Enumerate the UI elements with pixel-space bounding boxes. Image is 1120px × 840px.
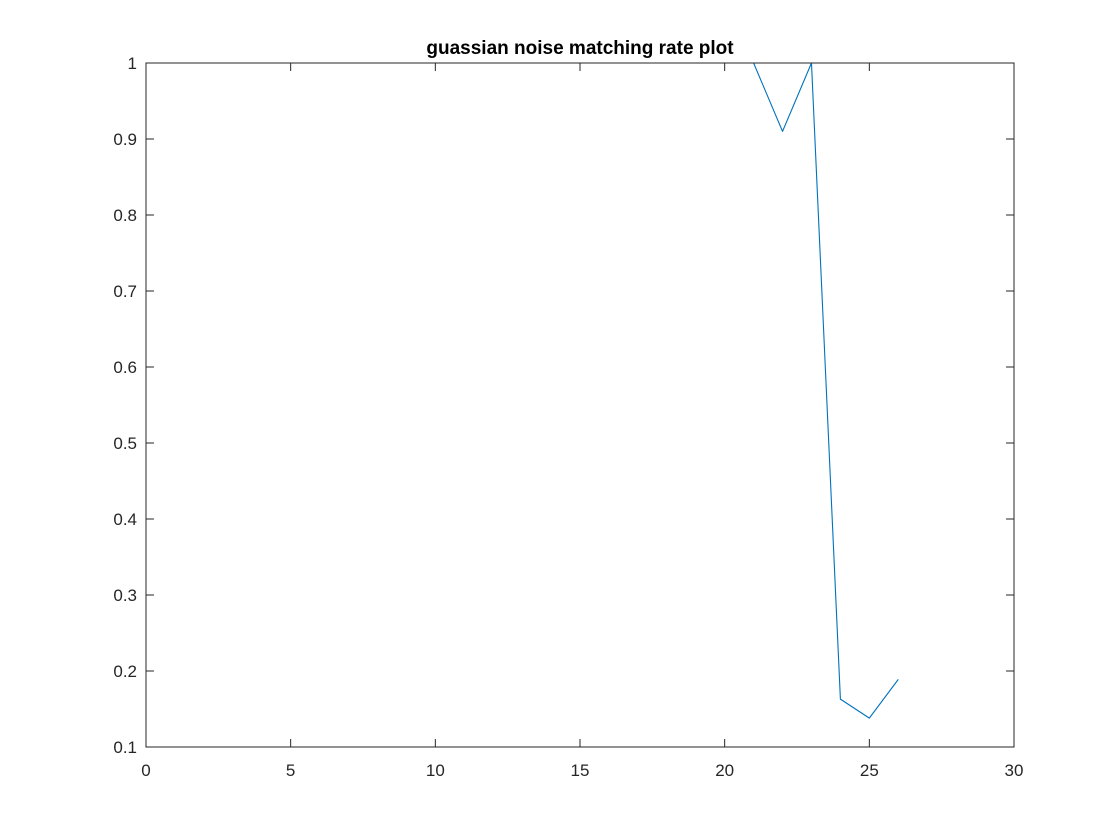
y-tick-label: 1 bbox=[128, 54, 137, 73]
axes-layer: 0 5 10 15 20 25 30 0.1 0.2 0.3 0.4 0.5 0.6 0.7 0.8 0.9 1 bbox=[113, 54, 1023, 780]
y-tick-label: 0.4 bbox=[113, 510, 137, 529]
x-tick-label: 0 bbox=[141, 761, 150, 780]
x-tick-label: 30 bbox=[1005, 761, 1024, 780]
chart-title: guassian noise matching rate plot bbox=[426, 38, 734, 59]
x-tick-label: 25 bbox=[860, 761, 879, 780]
y-tick-label: 0.6 bbox=[113, 358, 137, 377]
x-tick-label: 10 bbox=[426, 761, 445, 780]
y-tick-label: 0.3 bbox=[113, 586, 137, 605]
x-tick-label: 5 bbox=[286, 761, 295, 780]
x-tick-label: 20 bbox=[715, 761, 734, 780]
y-tick-label: 0.2 bbox=[113, 662, 137, 681]
x-tick-label: 15 bbox=[571, 761, 590, 780]
y-tick-label: 0.1 bbox=[113, 738, 137, 757]
plot-area bbox=[146, 63, 1014, 747]
y-tick-label: 0.8 bbox=[113, 206, 137, 225]
y-tick-label: 0.7 bbox=[113, 282, 137, 301]
y-tick-label: 0.5 bbox=[113, 434, 137, 453]
y-tick-label: 0.9 bbox=[113, 130, 137, 149]
